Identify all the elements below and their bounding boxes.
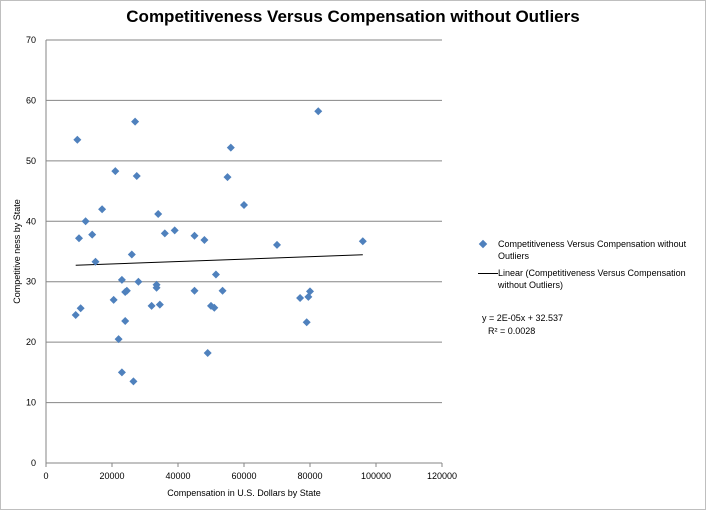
x-tick-label: 80000: [297, 471, 322, 481]
data-point: [358, 237, 367, 246]
data-point: [223, 173, 232, 182]
data-point: [210, 303, 219, 312]
y-tick-label: 30: [26, 277, 36, 287]
data-point: [155, 300, 164, 309]
r-squared-text: R² = 0.0028: [488, 326, 536, 336]
legend-item-series: Competitiveness Versus Compensation with…: [478, 238, 700, 262]
data-point: [296, 294, 305, 303]
data-point: [71, 310, 80, 319]
data-point: [203, 349, 212, 358]
data-point: [81, 217, 90, 226]
data-point: [190, 286, 199, 295]
data-point: [129, 377, 138, 386]
data-point: [134, 277, 143, 286]
data-point: [131, 117, 140, 126]
data-point: [160, 229, 169, 238]
x-tick-label: 60000: [231, 471, 256, 481]
data-point: [76, 304, 85, 313]
y-tick-label: 60: [26, 95, 36, 105]
legend-series-label: Competitiveness Versus Compensation with…: [498, 239, 687, 261]
x-tick-labels: 0 20000 40000 60000 80000 100000 120000: [43, 471, 457, 481]
x-tick-label: 40000: [165, 471, 190, 481]
x-tick-label: 120000: [427, 471, 457, 481]
y-tick-label: 20: [26, 337, 36, 347]
y-tick-labels: 0 10 20 30 40 50 60 70: [26, 35, 36, 468]
data-point: [200, 236, 209, 245]
axes: [45, 40, 443, 467]
y-tick-label: 40: [26, 216, 36, 226]
data-point: [117, 275, 126, 284]
data-point: [88, 230, 97, 239]
data-point: [218, 286, 227, 295]
legend-trendline-label: Linear (Competitiveness Versus Compensat…: [498, 268, 686, 290]
data-point: [114, 335, 123, 344]
y-tick-label: 10: [26, 398, 36, 408]
y-axis-title: Competitive ness by State: [12, 199, 22, 304]
data-point: [306, 287, 314, 296]
data-point: [147, 301, 156, 310]
gridlines: [46, 39, 442, 404]
data-point: [314, 107, 323, 116]
trendline-layer: [75, 254, 363, 266]
trendline-swatch-icon: [478, 273, 498, 274]
data-point: [121, 316, 130, 325]
y-tick-label: 0: [31, 458, 36, 468]
legend-item-trendline: Linear (Competitiveness Versus Compensat…: [478, 267, 700, 291]
data-point: [273, 240, 281, 249]
x-axis-title: Compensation in U.S. Dollars by State: [167, 488, 321, 498]
data-point: [211, 270, 220, 279]
data-point: [75, 234, 83, 243]
data-point: [109, 295, 118, 304]
data-point: [122, 286, 131, 295]
y-tick-label: 70: [26, 35, 36, 45]
data-point: [127, 250, 136, 259]
data-point: [190, 231, 199, 240]
equation-text: y = 2E-05x + 32.537: [482, 313, 564, 323]
data-point: [152, 283, 161, 292]
x-tick-label: 0: [43, 471, 48, 481]
data-point: [154, 210, 163, 219]
data-point: [117, 368, 126, 377]
data-point: [91, 257, 100, 266]
data-point: [170, 226, 179, 235]
x-tick-label: 100000: [361, 471, 391, 481]
data-point: [240, 200, 248, 209]
points-layer: [71, 107, 367, 386]
data-point: [226, 143, 235, 152]
y-tick-label: 50: [26, 156, 36, 166]
data-point: [73, 135, 82, 144]
legend: Competitiveness Versus Compensation with…: [478, 238, 700, 296]
data-point: [98, 205, 107, 214]
x-tick-label: 20000: [99, 471, 124, 481]
chart-title: Competitiveness Versus Compensation with…: [126, 7, 580, 26]
diamond-marker-icon: [478, 239, 488, 249]
data-point: [132, 171, 141, 180]
data-point: [111, 167, 120, 176]
trendline-equation: y = 2E-05x + 32.537 R² = 0.0028: [482, 312, 563, 338]
data-point: [302, 318, 311, 327]
trendline: [75, 254, 363, 266]
